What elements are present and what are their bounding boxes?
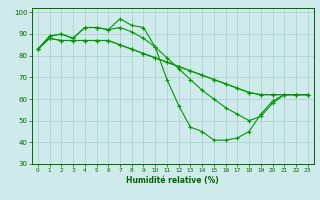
X-axis label: Humidité relative (%): Humidité relative (%) [126,176,219,185]
